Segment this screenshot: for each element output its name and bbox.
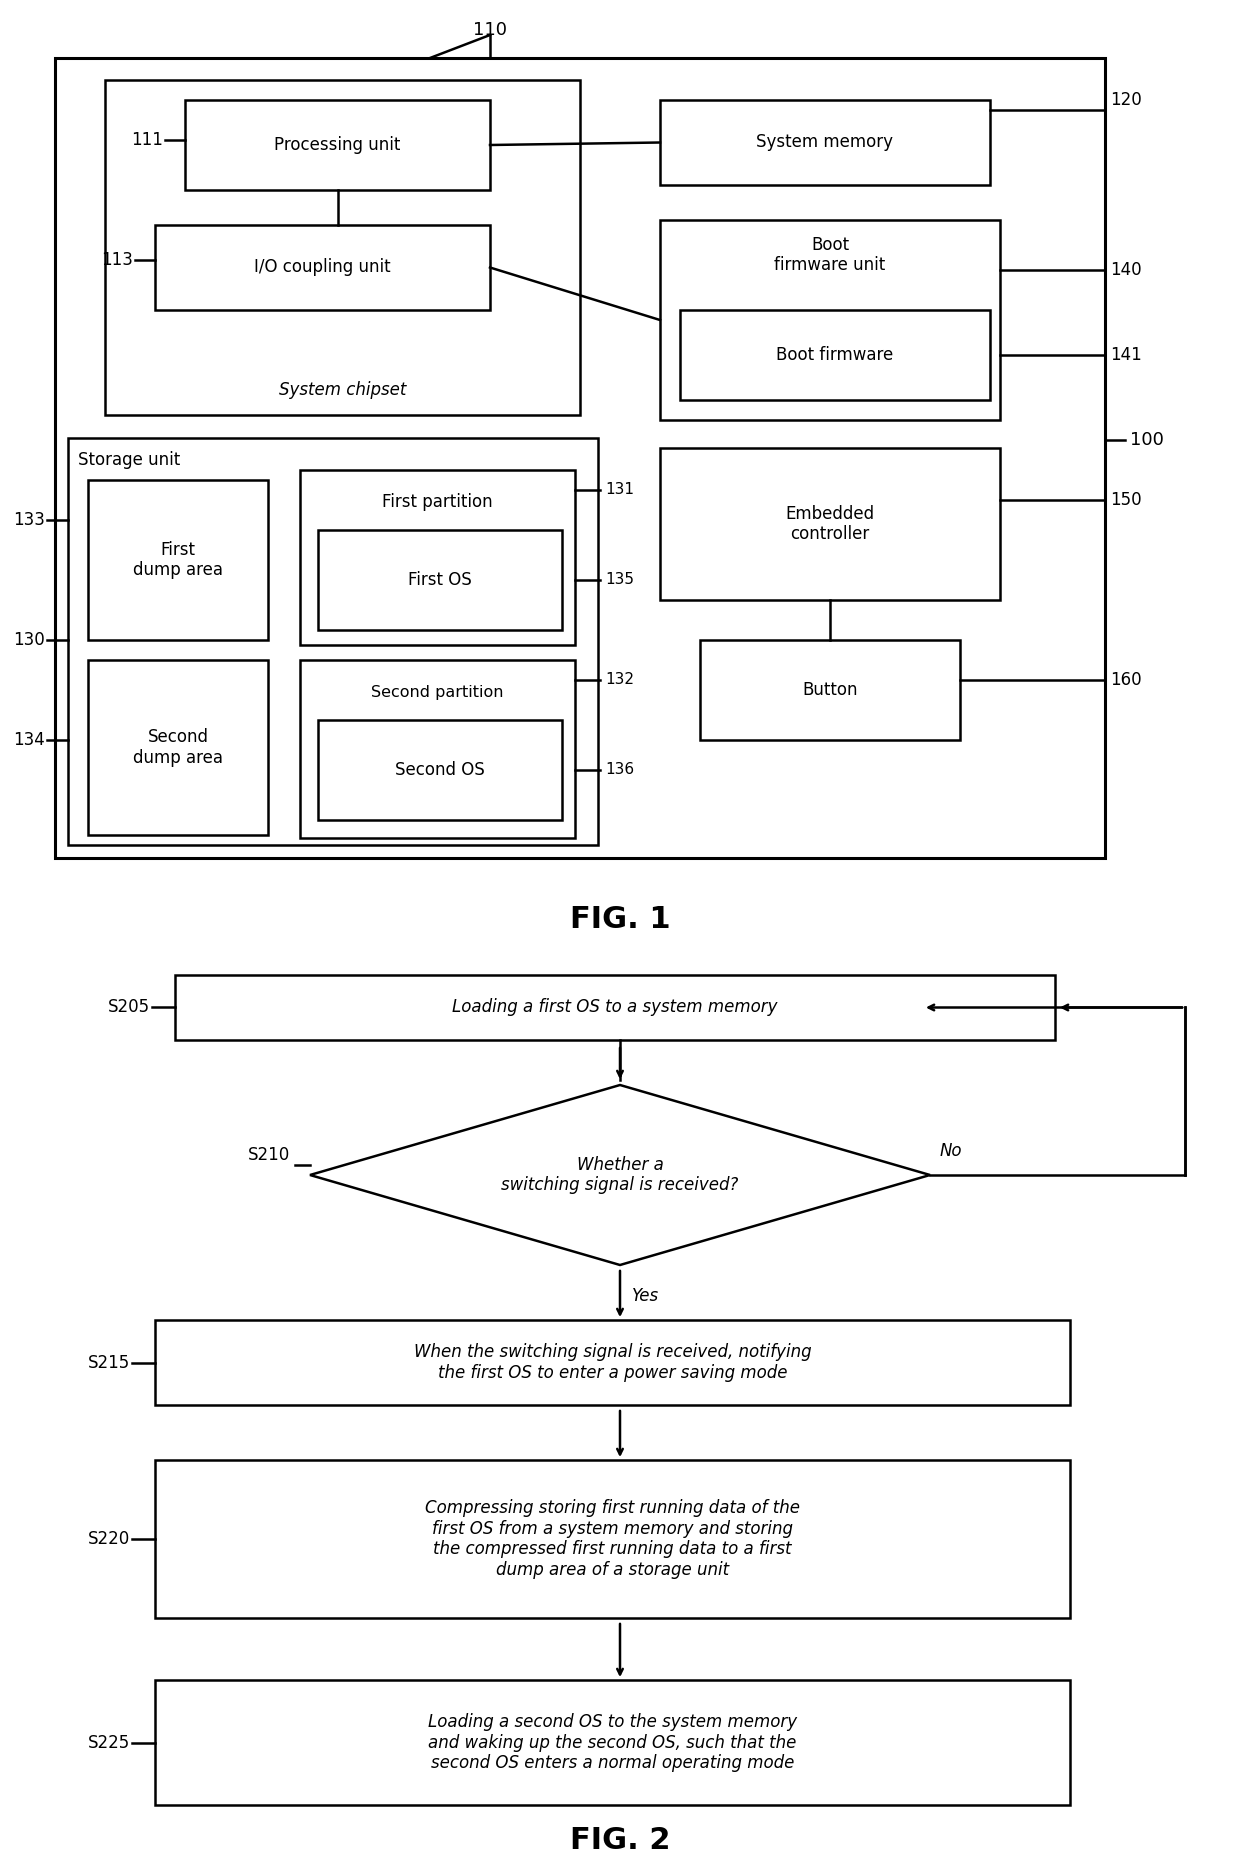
Text: First OS: First OS [408,571,472,590]
Bar [680,311,990,400]
Text: Second
dump area: Second dump area [133,727,223,766]
Text: No: No [940,1142,962,1161]
Bar [300,660,575,839]
Text: 110: 110 [472,20,507,39]
Text: Second OS: Second OS [396,761,485,779]
Text: 135: 135 [605,573,634,588]
Text: 133: 133 [14,512,45,528]
Text: Processing unit: Processing unit [274,136,401,154]
Bar [175,975,1055,1040]
Text: First partition: First partition [382,493,492,512]
Text: 131: 131 [605,482,634,497]
Text: System chipset: System chipset [279,381,407,400]
Text: 136: 136 [605,763,634,777]
Bar [105,80,580,415]
Text: I/O coupling unit: I/O coupling unit [254,259,391,277]
Text: Button: Button [802,681,858,699]
Text: 150: 150 [1110,491,1142,510]
Text: 160: 160 [1110,671,1142,688]
Text: Embedded
controller: Embedded controller [785,504,874,543]
Bar [185,100,490,190]
Bar [317,720,562,820]
Text: S225: S225 [88,1734,130,1752]
Text: 132: 132 [605,673,634,688]
Text: S220: S220 [88,1531,130,1548]
Bar [88,660,268,835]
Text: Loading a first OS to a system memory: Loading a first OS to a system memory [453,999,777,1017]
Bar [155,1321,1070,1404]
Text: 120: 120 [1110,91,1142,110]
Text: FIG. 1: FIG. 1 [569,906,671,934]
Text: Boot
firmware unit: Boot firmware unit [774,236,885,275]
Bar [68,437,598,844]
Polygon shape [310,1084,930,1265]
Text: FIG. 2: FIG. 2 [569,1825,671,1854]
Text: 141: 141 [1110,346,1142,365]
Bar [300,471,575,645]
Text: Boot firmware: Boot firmware [776,346,894,365]
Text: First
dump area: First dump area [133,541,223,580]
Text: 111: 111 [131,130,162,149]
Bar [701,640,960,740]
Text: Whether a
switching signal is received?: Whether a switching signal is received? [501,1155,739,1194]
Text: 140: 140 [1110,260,1142,279]
Text: 130: 130 [14,631,45,649]
Bar [317,530,562,631]
Text: Loading a second OS to the system memory
and waking up the second OS, such that : Loading a second OS to the system memory… [428,1713,797,1773]
Bar [55,58,1105,857]
Bar [88,480,268,640]
Bar [660,448,999,601]
Text: Second partition: Second partition [371,684,503,699]
Text: S210: S210 [248,1146,290,1164]
Text: System memory: System memory [756,134,894,151]
Bar [155,1460,1070,1618]
Text: S205: S205 [108,999,150,1017]
Text: Compressing storing first running data of the
first OS from a system memory and : Compressing storing first running data o… [425,1499,800,1579]
Text: 134: 134 [14,731,45,750]
Text: S215: S215 [88,1354,130,1371]
Bar [660,100,990,184]
Text: When the switching signal is received, notifying
the first OS to enter a power s: When the switching signal is received, n… [414,1343,811,1382]
Text: Storage unit: Storage unit [78,450,180,469]
Bar [155,1680,1070,1804]
Bar [155,225,490,311]
Text: Yes: Yes [632,1287,660,1306]
Bar [660,219,999,420]
Text: 113: 113 [102,251,133,270]
Text: 100: 100 [1130,432,1164,448]
